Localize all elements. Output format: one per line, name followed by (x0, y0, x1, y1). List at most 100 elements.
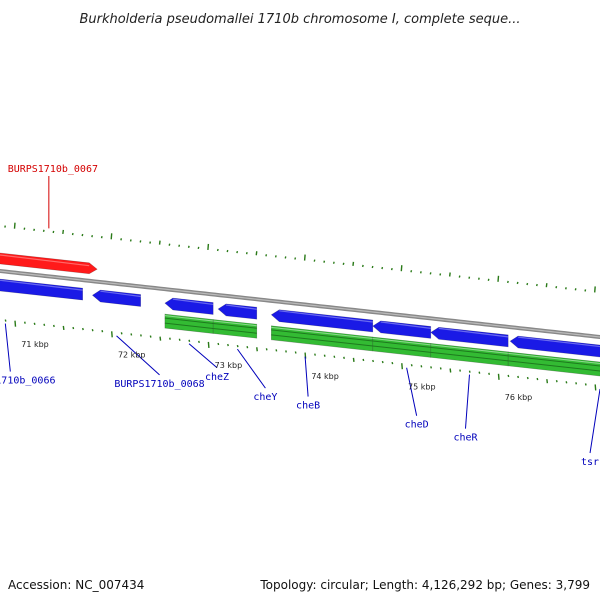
tick-mark (265, 254, 268, 257)
tick-mark (468, 370, 471, 373)
tick-mark (256, 347, 258, 352)
tick-mark (207, 243, 210, 250)
tick-mark (362, 358, 365, 362)
tick-mark (13, 222, 16, 229)
tick-mark (274, 255, 277, 258)
gene-label-tsr: tsr (581, 457, 599, 468)
tick-mark (275, 349, 278, 352)
tick-mark (216, 248, 219, 252)
tick-mark (178, 338, 181, 341)
gene-label-chez: cheZ (205, 372, 229, 383)
label-leader (116, 335, 160, 376)
tick-mark (468, 276, 471, 279)
tick-mark (372, 359, 374, 363)
tick-mark (294, 351, 297, 354)
reverse-gene-BURPS1710b_0066 (0, 278, 83, 301)
tick-mark (584, 383, 587, 386)
label-leader (237, 348, 266, 389)
tick-mark (516, 281, 519, 285)
tick-mark (477, 277, 480, 280)
tick-mark (197, 246, 200, 250)
tick-mark (555, 380, 558, 383)
cds-block (164, 313, 214, 334)
tick-mark (81, 233, 84, 237)
cds-block (430, 343, 509, 367)
tick-mark (391, 361, 394, 365)
label-leader (188, 343, 218, 369)
tick-mark (149, 335, 152, 338)
tick-mark (140, 334, 142, 337)
tick-mark (430, 366, 432, 369)
tick-mark (91, 328, 94, 332)
label-leader (464, 374, 470, 429)
tick-mark (42, 229, 45, 233)
reverse-gene-cheR (430, 326, 509, 348)
tick-mark (130, 333, 133, 336)
tick-mark (574, 288, 577, 291)
cds-track (164, 313, 600, 377)
label-leader (406, 367, 418, 416)
gene-label-cheb: cheB (296, 401, 320, 412)
tick-mark (198, 340, 200, 344)
tick-mark (33, 228, 36, 231)
tick-mark (168, 243, 171, 246)
tick-mark (488, 372, 491, 375)
tick-mark (439, 273, 442, 276)
tick-mark (227, 343, 229, 347)
forward-gene-BURPS1710b_0067 (0, 252, 98, 275)
tick-mark (545, 283, 548, 288)
inner-tick-track (4, 319, 597, 391)
tick-mark (100, 236, 103, 239)
topology-text: Topology: circular; Length: 4,126,292 bp… (260, 578, 590, 592)
cds-block (212, 319, 258, 339)
tick-mark (575, 382, 578, 385)
tick-mark (419, 271, 422, 274)
tick-mark (487, 278, 490, 281)
kbp-label: 73 kbp (215, 361, 243, 370)
tick-mark (72, 326, 75, 330)
tick-mark (507, 374, 510, 378)
tick-mark (53, 324, 55, 328)
tick-mark (284, 256, 287, 259)
tick-mark (342, 262, 345, 265)
tick-mark (217, 342, 220, 346)
kbp-label: 71 kbp (21, 340, 49, 349)
tick-mark (517, 375, 520, 379)
tick-mark (294, 257, 297, 260)
tick-mark (594, 286, 596, 293)
tick-mark (120, 332, 123, 335)
tick-mark (536, 377, 539, 381)
tick-mark (448, 272, 451, 277)
tick-mark (526, 282, 529, 286)
tick-mark (546, 379, 549, 384)
tick-mark (361, 264, 364, 268)
tick-mark (497, 373, 500, 380)
label-leader (304, 356, 309, 397)
reverse-gene-BURPS1710b_0068 (91, 289, 141, 307)
tick-mark (332, 261, 335, 264)
tick-mark (506, 280, 509, 284)
tick-mark (458, 275, 461, 278)
tick-mark (110, 233, 113, 240)
tick-mark (314, 353, 316, 356)
kbp-label: 76 kbp (505, 393, 533, 402)
tick-mark (255, 251, 258, 256)
tick-mark (14, 320, 17, 327)
label-leader (4, 323, 11, 372)
tick-mark (33, 322, 36, 325)
tick-mark (62, 229, 65, 235)
map-title: Burkholderia pseudomallei 1710b chromoso… (79, 12, 520, 27)
tick-mark (594, 384, 597, 391)
tick-mark (323, 354, 326, 357)
tick-mark (536, 283, 538, 287)
tick-mark (111, 331, 113, 338)
tick-mark (410, 270, 413, 273)
label-leaders (4, 176, 600, 454)
reverse-gene-cheZ (164, 297, 214, 315)
accession-text: Accession: NC_007434 (8, 578, 145, 592)
tick-mark (82, 327, 84, 331)
reverse-gene-cheY (217, 303, 258, 320)
tick-mark (129, 239, 132, 242)
